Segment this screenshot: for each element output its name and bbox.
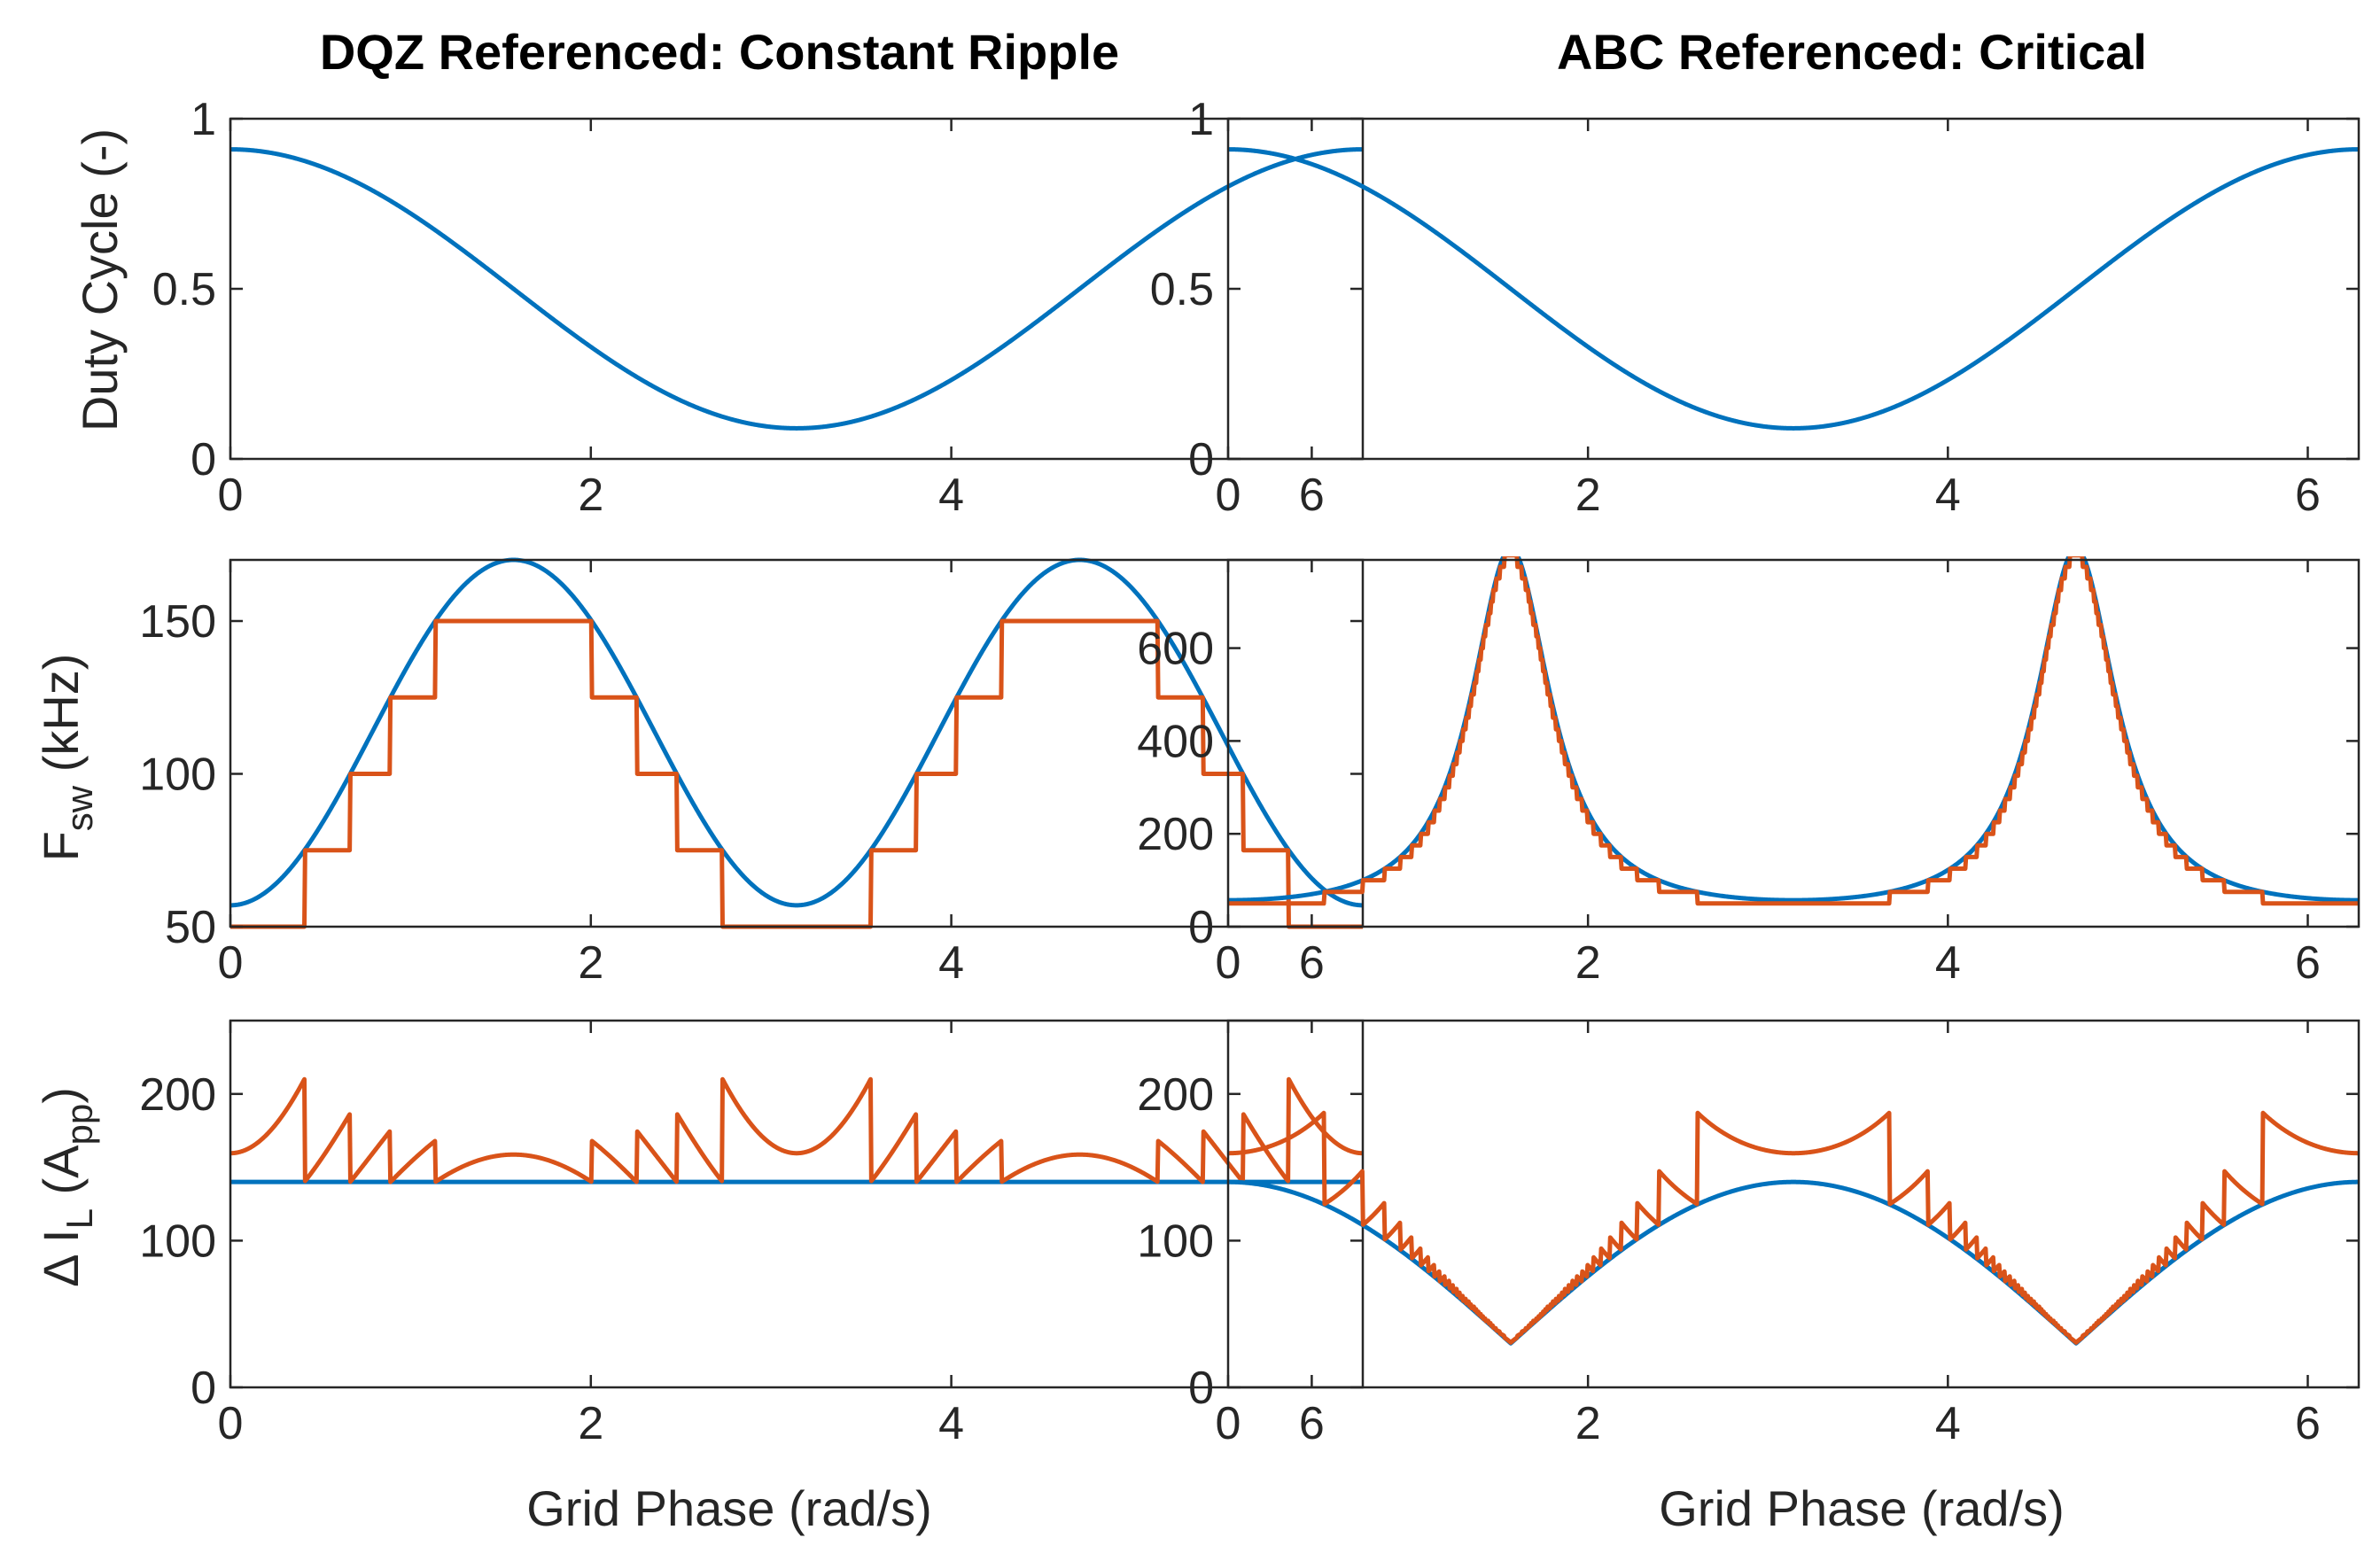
ylabel-ripple-unit: (A <box>33 1145 89 1208</box>
x-tick-label: 6 <box>1299 1398 1325 1449</box>
ylabel-ripple: Δ IL (App) <box>33 1087 100 1287</box>
ylabel-ripple-sub2: pp <box>58 1104 100 1146</box>
y-tick-label: 0 <box>1188 1363 1214 1414</box>
x-tick-label: 6 <box>2295 470 2321 521</box>
y-tick-label: 1 <box>191 94 216 145</box>
panel-dqz-duty: 0 2 4 6 0 0.5 1 <box>152 94 1365 521</box>
panel-dqz-fsw: 0 2 4 6 50 100 150 <box>139 557 1365 989</box>
x-tick-label: 2 <box>1575 937 1601 989</box>
x-tick-label: 4 <box>938 1398 964 1449</box>
x-tick-label: 0 <box>218 470 244 521</box>
axes-frame <box>1226 117 2361 461</box>
x-tick-label: 6 <box>2295 1398 2321 1449</box>
ylabel-fsw: Fsw (kHz) <box>33 654 100 862</box>
x-tick-label: 6 <box>2295 937 2321 989</box>
ylabel-fsw-sub: sw <box>58 785 100 831</box>
y-tick-label: 0.5 <box>1150 264 1214 315</box>
y-tick-label: 0 <box>1188 434 1214 485</box>
ylabel-duty-cycle: Duty Cycle (-) <box>72 128 128 431</box>
x-tick-label: 0 <box>1216 470 1241 521</box>
x-tick-label: 2 <box>578 470 603 521</box>
panel-abc-fsw: 0 2 4 6 0 200 400 600 <box>1137 556 2361 989</box>
series-abc-duty-blue <box>1228 147 2359 431</box>
ylabel-fsw-main: F <box>33 831 89 861</box>
x-tick-label: 2 <box>1575 470 1601 521</box>
y-tick-label: 100 <box>139 749 216 801</box>
x-tick-label: 4 <box>938 937 964 989</box>
y-tick-label: 100 <box>1137 1215 1214 1267</box>
y-tick-label: 0 <box>191 1363 216 1414</box>
x-tick-label: 2 <box>578 937 603 989</box>
ylabel-ripple-main: Δ I <box>33 1229 89 1286</box>
y-tick-label: 400 <box>1137 716 1214 767</box>
series-abc-fsw-orange <box>1228 556 2359 906</box>
xlabel-dqz: Grid Phase (rad/s) <box>526 1480 932 1536</box>
series-dqz-duty-blue <box>230 147 1363 431</box>
y-tick-label: 1 <box>1188 94 1214 145</box>
series-dqz-fsw-blue <box>230 557 1363 908</box>
x-tick-label: 4 <box>1935 937 1961 989</box>
x-tick-label: 2 <box>1575 1398 1601 1449</box>
panel-abc-duty: 0 2 4 6 0 0.5 1 <box>1150 94 2361 521</box>
x-tick-label: 4 <box>938 470 964 521</box>
y-tick-label: 200 <box>1137 1069 1214 1121</box>
x-tick-label: 4 <box>1935 470 1961 521</box>
x-tick-label: 4 <box>1935 1398 1961 1449</box>
y-tick-label: 200 <box>1137 809 1214 860</box>
y-tick-label: 0 <box>1188 902 1214 953</box>
panel-dqz-ripple: 0 2 4 6 0 100 200 <box>139 1019 1365 1449</box>
column-title-dqz: DQZ Referenced: Constant Ripple <box>320 24 1119 80</box>
x-tick-label: 6 <box>1299 470 1325 521</box>
series-abc-fsw-blue <box>1228 556 2359 903</box>
series-abc-ripple-orange <box>1228 1110 2359 1345</box>
x-tick-label: 2 <box>578 1398 603 1449</box>
y-tick-label: 200 <box>139 1069 216 1121</box>
y-tick-label: 100 <box>139 1215 216 1267</box>
panel-abc-ripple: 0 2 4 6 0 100 200 <box>1137 1019 2361 1449</box>
series-abc-ripple-blue <box>1228 1179 2359 1346</box>
ylabel-fsw-unit: (kHz) <box>33 654 89 786</box>
x-tick-label: 0 <box>218 1398 244 1449</box>
y-tick-label: 50 <box>165 902 216 953</box>
column-title-abc: ABC Referenced: Critical <box>1557 24 2147 80</box>
y-tick-label: 150 <box>139 596 216 648</box>
x-tick-label: 6 <box>1299 937 1325 989</box>
axes-frame <box>1226 558 2361 928</box>
axes-frame <box>1226 1019 2361 1389</box>
x-tick-label: 0 <box>1216 937 1241 989</box>
x-tick-label: 0 <box>1216 1398 1241 1449</box>
series-dqz-ripple-orange <box>230 1076 1363 1184</box>
y-tick-label: 0 <box>191 434 216 485</box>
xlabel-abc: Grid Phase (rad/s) <box>1659 1480 2065 1536</box>
ylabel-ripple-end: ) <box>33 1087 89 1104</box>
y-tick-label: 600 <box>1137 624 1214 675</box>
x-tick-label: 0 <box>218 937 244 989</box>
ylabel-ripple-sub: L <box>58 1208 100 1229</box>
y-tick-label: 0.5 <box>152 264 216 315</box>
axes-frame <box>229 558 1365 928</box>
